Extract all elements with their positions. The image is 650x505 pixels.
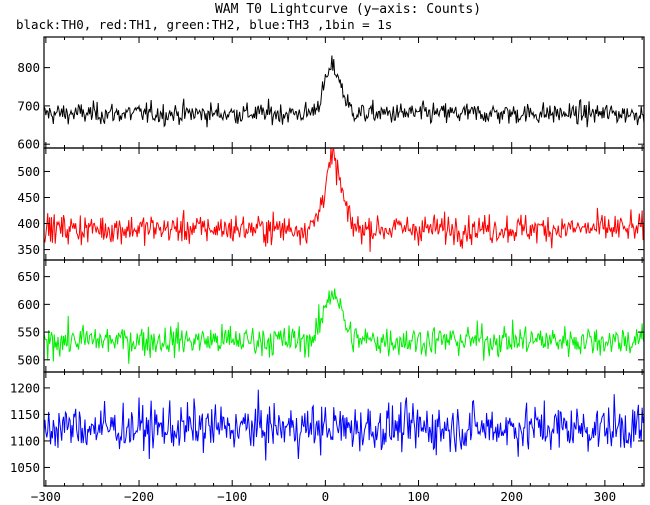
y-tick-label: 1150 bbox=[10, 407, 40, 422]
panel-frame bbox=[43, 36, 645, 149]
panel-th3: 1050 1100 1150 1200 bbox=[10, 371, 645, 487]
y-tick-label: 350 bbox=[17, 242, 40, 257]
x-tick-label: −200 bbox=[124, 489, 154, 504]
x-tick-label: 300 bbox=[594, 489, 617, 504]
panel-th1: 350 400 450 500 bbox=[17, 147, 645, 261]
series-line-th2 bbox=[44, 288, 644, 364]
x-tick-label: 0 bbox=[322, 489, 330, 504]
series-line-th1 bbox=[44, 148, 644, 252]
x-tick-label: 200 bbox=[500, 489, 523, 504]
y-tick-label: 450 bbox=[17, 190, 40, 205]
panel-th2: 500 550 600 650 bbox=[17, 259, 645, 373]
x-tick-label: −300 bbox=[31, 489, 61, 504]
y-tick-label: 500 bbox=[17, 164, 40, 179]
chart-title: WAM T0 Lightcurve (y−axis: Counts) bbox=[215, 2, 481, 17]
y-tick-label: 550 bbox=[17, 325, 40, 340]
x-tick-label: −100 bbox=[217, 489, 247, 504]
panel-th0: 600 700 800 bbox=[17, 36, 645, 152]
x-axis: −300 −200 −100 0 100 200 300 bbox=[31, 489, 616, 504]
y-tick-label: 500 bbox=[17, 352, 40, 367]
y-tick-label: 400 bbox=[17, 216, 40, 231]
panels-group: 600 700 800 350 400 450 500 500 550 600 650 1050 110… bbox=[10, 36, 645, 487]
y-tick-label: 800 bbox=[17, 60, 40, 75]
y-tick-label: 1200 bbox=[10, 380, 40, 395]
series-line-th3 bbox=[44, 389, 644, 461]
y-tick-label: 1050 bbox=[10, 460, 40, 475]
y-tick-label: 1100 bbox=[10, 433, 40, 448]
chart-subtitle: black:TH0, red:TH1, green:TH2, blue:TH3 … bbox=[16, 17, 392, 32]
panel-frame bbox=[43, 147, 645, 261]
x-tick-label: 100 bbox=[407, 489, 430, 504]
y-tick-label: 650 bbox=[17, 269, 40, 284]
y-tick-label: 600 bbox=[17, 297, 40, 312]
y-tick-label: 700 bbox=[17, 98, 40, 113]
series-line-th0 bbox=[44, 55, 644, 128]
y-tick-label: 600 bbox=[17, 137, 40, 152]
